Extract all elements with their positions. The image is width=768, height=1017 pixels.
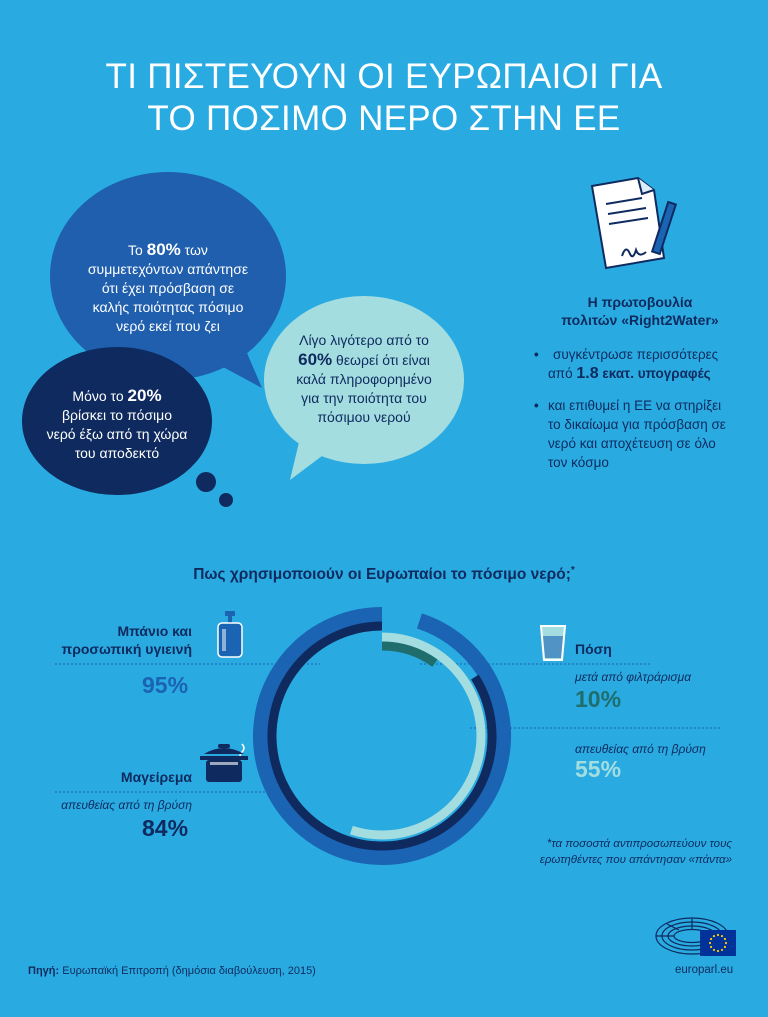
drinking-filtered-value: 10% — [575, 686, 622, 712]
stat-20: 20% — [127, 386, 162, 405]
stat-80: 80% — [146, 240, 181, 259]
bullet-dot: • — [534, 347, 539, 362]
bubble-20-shape — [22, 347, 212, 495]
document-signature-icon — [590, 176, 678, 270]
cooking-value: 84% — [142, 815, 189, 841]
signatures-number: 1.8 — [576, 365, 599, 382]
drinking-tap-sub: απευθείας από τη βρύση — [575, 742, 706, 756]
eu-star — [720, 934, 724, 938]
title-line-1: ΤΙ ΠΙΣΤΕΥΟΥΝ ΟΙ ΕΥΡΩΠΑΙΟΙ ΓΙΑ — [105, 57, 663, 96]
ring-series-3 — [350, 632, 486, 840]
drinking-filtered-sub: μετά από φιλτράρισμα — [575, 670, 692, 684]
hygiene-label: Μπάνιο και προσωπική υγιεινή — [61, 623, 193, 657]
eu-star — [712, 948, 716, 952]
soap-bottle-icon — [217, 611, 243, 658]
bubble-80-shape — [50, 172, 286, 380]
bubble-20-dot-small — [219, 493, 233, 507]
initiative-bullet-2: • και επιθυμεί η ΕΕ να στηρίξει το δικαί… — [534, 398, 726, 470]
site-link[interactable]: europarl.eu — [675, 964, 734, 976]
bubble-20-dot-large — [196, 472, 216, 492]
initiative-bullet-1: • συγκέντρωσε περισσότερες από 1.8 εκατ.… — [534, 347, 719, 382]
ring-series-4 — [381, 641, 438, 667]
usage-radial-chart — [253, 607, 511, 865]
water-glass-icon — [539, 625, 567, 661]
bubble-60-tail — [290, 438, 330, 480]
initiative-title: Η πρωτοβουλία πολιτών «Right2Water» — [561, 294, 719, 328]
cooking-pot-icon — [200, 743, 248, 782]
drinking-label: Πόση — [575, 641, 612, 657]
source-line: Πηγή: Ευρωπαϊκή Επιτροπή (δημόσια διαβού… — [28, 965, 316, 977]
usage-title: Πως χρησιμοποιούν οι Ευρωπαίοι το πόσιμο… — [193, 565, 575, 584]
ring-series-1 — [253, 607, 511, 865]
bubble-80-tail — [210, 346, 262, 388]
footnote: *τα ποσοστά αντιπροσωπεύουν τους ερωτηθέ… — [539, 838, 732, 866]
eu-star — [709, 945, 713, 949]
cooking-label: Μαγείρεμα — [120, 769, 192, 785]
bubble-20-text: Μόνο το 20% βρίσκει το πόσιμο νερό έξω α… — [46, 386, 188, 461]
bubbles-graphic — [22, 172, 464, 507]
eu-star — [724, 941, 728, 945]
cooking-sub: απευθείας από τη βρύση — [61, 798, 192, 812]
stat-60: 60% — [298, 350, 333, 369]
eu-star — [716, 933, 720, 937]
eu-star — [716, 949, 720, 953]
eu-star — [712, 934, 716, 938]
drinking-tap-value: 55% — [575, 756, 622, 782]
eu-star — [708, 941, 712, 945]
bubble-80-text: Το 80% των συμμετεχόντων απάντησε ότι έχ… — [87, 240, 249, 334]
eu-star — [709, 937, 713, 941]
bubble-60-shape — [264, 296, 464, 464]
bubble-60-text: Λίγο λιγότερο από το 60% θεωρεί ότι είνα… — [296, 332, 432, 425]
title-line-2: ΤΟ ΠΟΣΙΜΟ ΝΕΡΟ ΣΤΗΝ ΕΕ — [147, 99, 621, 138]
hygiene-value: 95% — [142, 672, 189, 698]
eu-flag-icon — [700, 930, 736, 956]
eu-star — [723, 945, 727, 949]
bullet-dot: • — [534, 398, 539, 413]
ring-series-2 — [267, 621, 497, 851]
page-title: ΤΙ ΠΙΣΤΕΥΟΥΝ ΟΙ ΕΥΡΩΠΑΙΟΙ ΓΙΑ ΤΟ ΠΟΣΙΜΟ … — [0, 56, 768, 140]
eu-star — [723, 937, 727, 941]
eu-star — [720, 948, 724, 952]
